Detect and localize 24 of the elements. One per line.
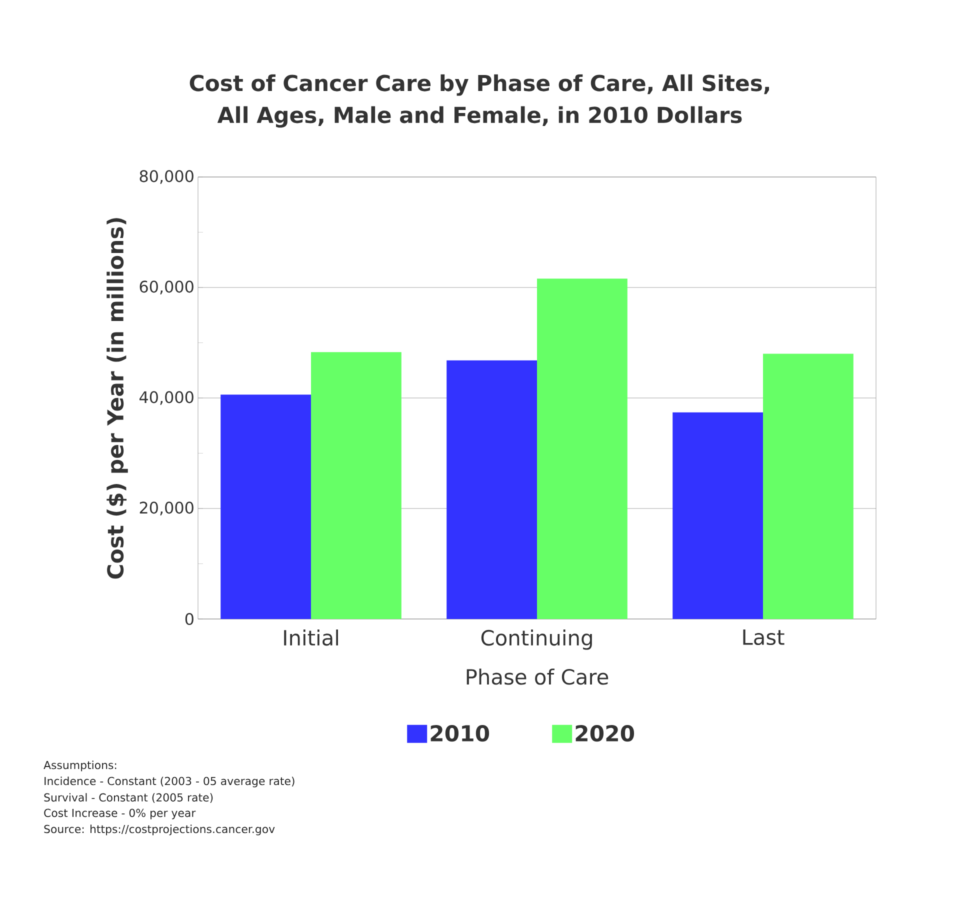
bar xyxy=(220,394,312,619)
text: Incidence - Constant (2003 - 05 average rate) xyxy=(44,776,294,788)
y-tick-label: 0 xyxy=(185,612,194,626)
y-axis-title: Cost ($) per Year (in millions) xyxy=(106,218,128,579)
legend-label: 2010 xyxy=(430,725,490,742)
bar xyxy=(446,360,538,619)
x-axis-title: Phase of Care xyxy=(466,668,608,685)
x-tick-label: Initial xyxy=(284,630,338,646)
legend-label: 2020 xyxy=(576,725,634,742)
chart-title: Cost of Cancer Care by Phase of Care, All Sites, All Ages, Male and Female, in 2010 Dollars xyxy=(190,74,770,128)
source-note: Source: https://costprojections.cancer.gov xyxy=(44,824,275,836)
text: Assumptions: xyxy=(44,760,116,772)
bar xyxy=(311,352,402,619)
x-tick-label: Continuing xyxy=(481,630,592,650)
bar xyxy=(763,354,854,619)
text: Cost Increase - 0% per year xyxy=(44,808,196,820)
bar xyxy=(672,412,764,619)
y-tick-label: 60,000 xyxy=(140,280,194,294)
bar xyxy=(537,278,628,619)
y-tick-label: 80,000 xyxy=(140,170,194,184)
y-tick-label: 20,000 xyxy=(140,502,194,516)
y-tick-label: 40,000 xyxy=(139,391,194,405)
x-tick-label: Last xyxy=(743,630,784,646)
text: Survival - Constant (2005 rate) xyxy=(44,793,213,803)
